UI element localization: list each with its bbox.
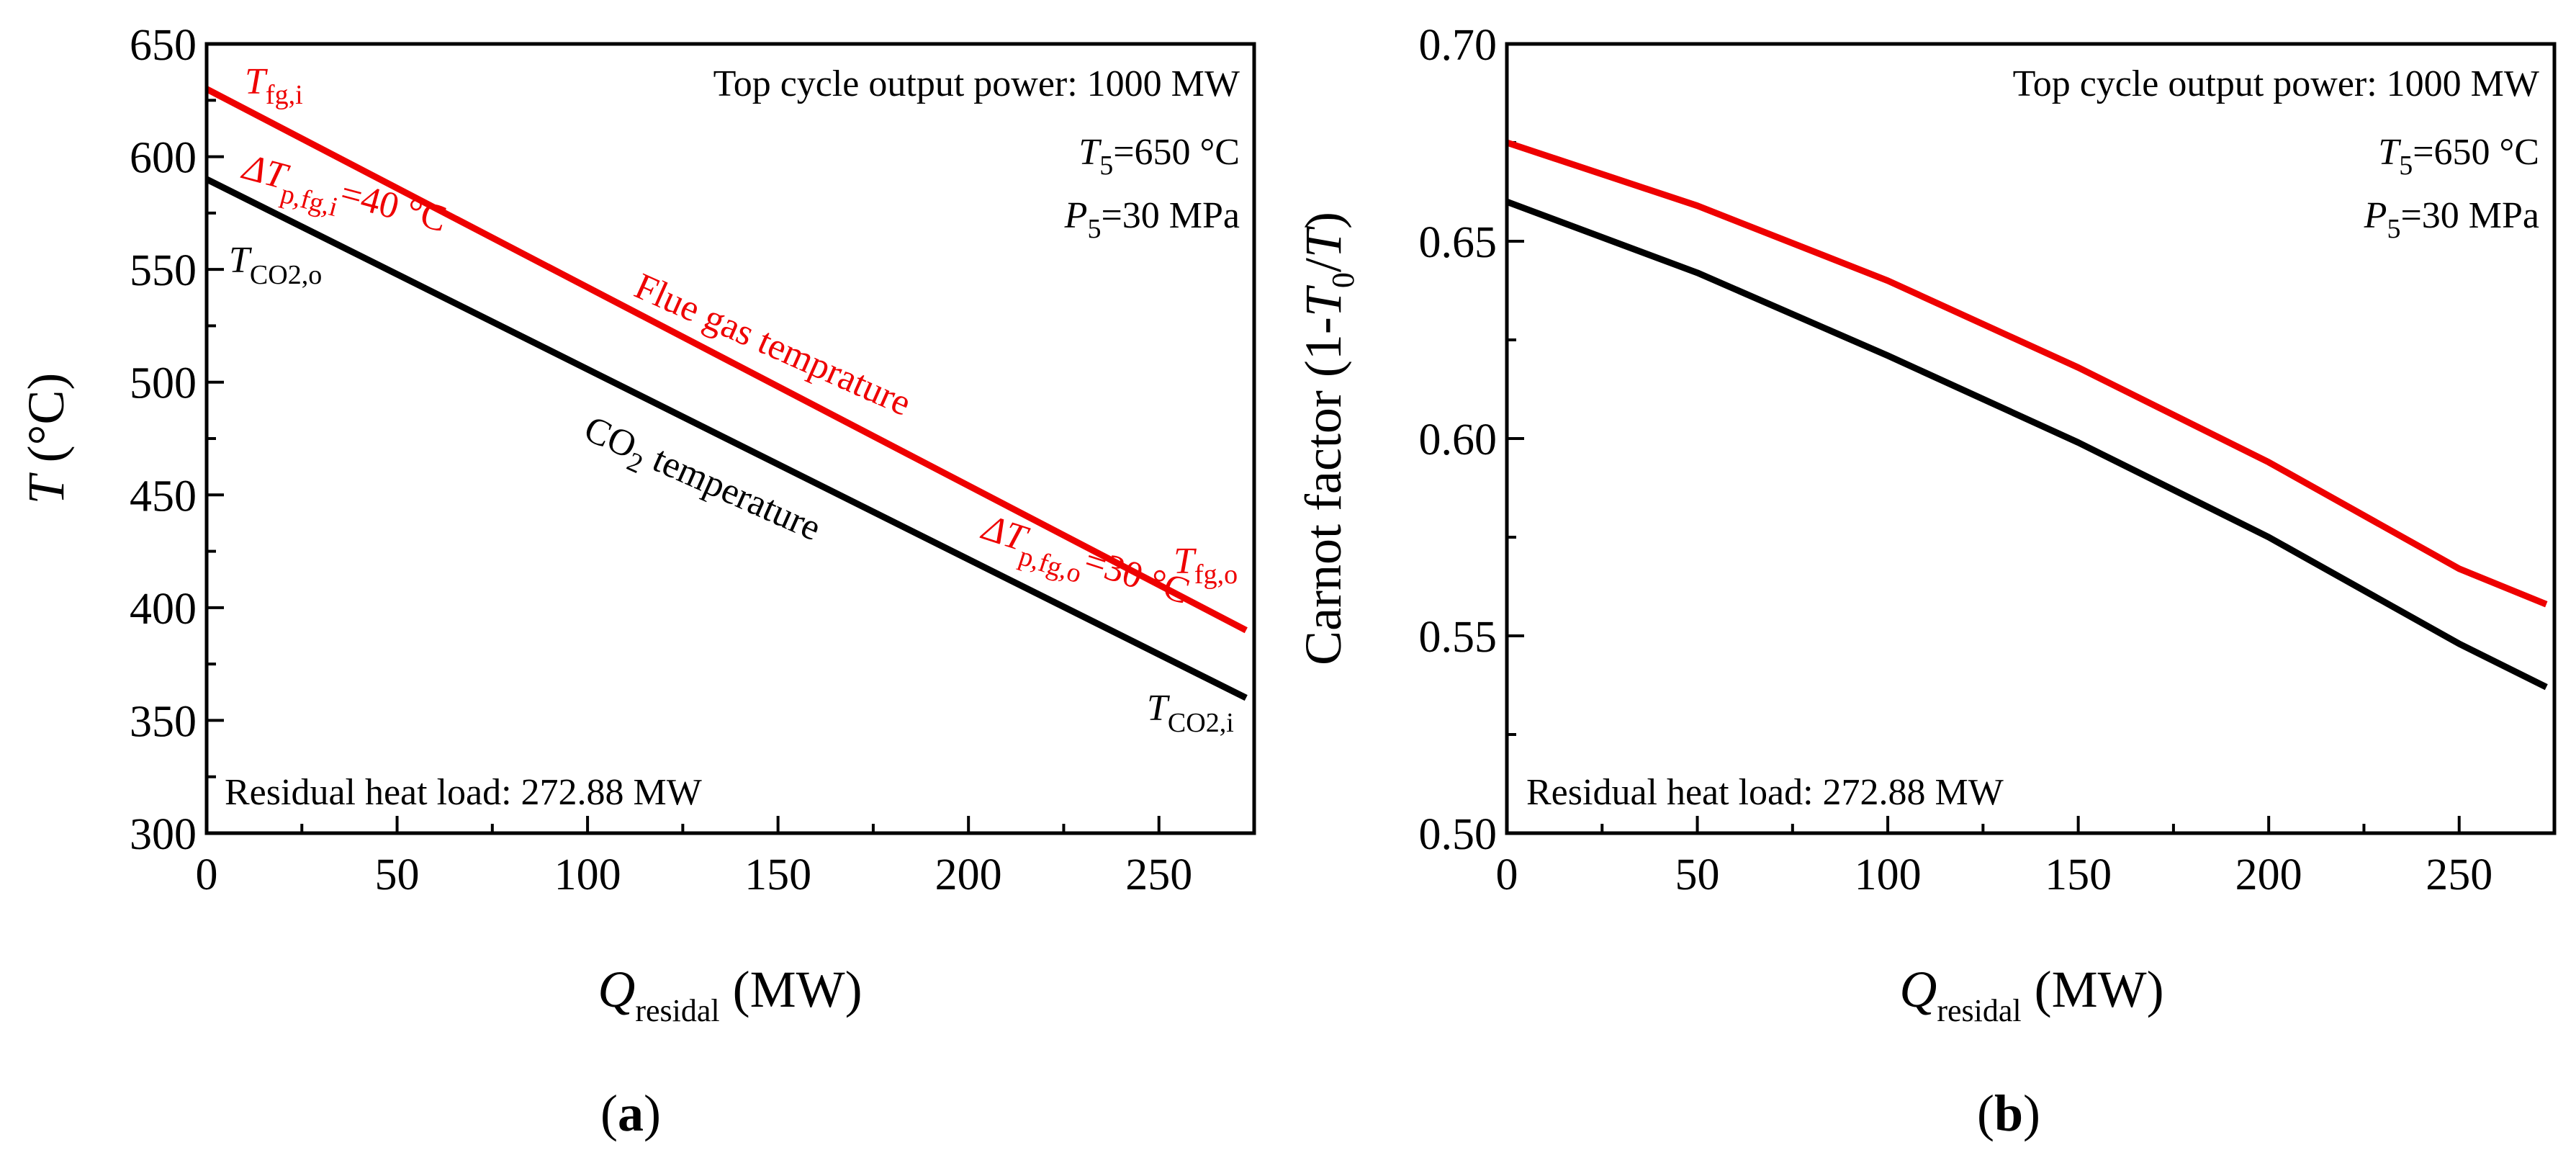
series-line-co2: [1505, 198, 2548, 691]
x-tick-label: 250: [1125, 850, 1192, 899]
panel-a-caption: (a): [600, 1084, 661, 1142]
panel-b-caption: (b): [1977, 1084, 2040, 1142]
x-tick-label: 200: [2235, 850, 2302, 899]
y-tick-label: 400: [130, 585, 197, 634]
series-line-co2-temperature: [204, 176, 1248, 701]
y-tick-label: 500: [130, 359, 197, 408]
panel-b-x-axis-label: Qresidal (MW): [1899, 961, 2163, 1028]
panel-a: 0 50 100 150 200 250300350400450500550600650 …: [17, 21, 1256, 1142]
panel-a-y-axis-label: T (°C): [17, 373, 75, 505]
x-tick-label: 150: [2045, 850, 2112, 899]
panel-a-series: [204, 86, 1248, 701]
series-line-flue-gas-temprature: [204, 86, 1248, 634]
x-tick-label: 0: [1496, 850, 1518, 899]
panel-b-ticks: 0 50 100 150 200 250 0.50 0.55 0.60 0.65 0.70: [1419, 21, 2493, 899]
panel-a-x-axis-label: Qresidal (MW): [598, 961, 862, 1028]
label-t-co2-i: TCO2,i: [1147, 688, 1234, 738]
y-tick-label: 0.65: [1419, 218, 1498, 267]
label-delta-t-outlet: ΔTp,fg,o=30 °C: [973, 507, 1194, 623]
y-tick-label: 300: [130, 810, 197, 859]
panel-b-top-power: Top cycle output power: 1000 MW: [2013, 63, 2539, 104]
x-tick-label: 250: [2426, 850, 2492, 899]
y-tick-label: 450: [130, 472, 197, 521]
label-t-fg-o: Tfg,o: [1174, 541, 1238, 590]
label-t-fg-i: Tfg,i: [245, 61, 303, 110]
panel-a-t5: T5=650 °C: [1078, 132, 1240, 181]
label-co2-temperature: CO2 temperature: [575, 408, 827, 557]
x-tick-label: 100: [1855, 850, 1922, 899]
panel-b-y-axis-label: Carnot factor (1-T0/T): [1294, 212, 1361, 665]
x-tick-label: 50: [375, 850, 420, 899]
panel-a-residual-load: Residual heat load: 272.88 MW: [225, 772, 702, 813]
panel-a-ticks: 0 50 100 150 200 250 300 350 400 450 500 550 600 650: [130, 21, 1192, 899]
x-tick-label: 0: [196, 850, 218, 899]
panel-b-plot-frame: [1505, 42, 2557, 835]
y-tick-label: 350: [130, 697, 197, 746]
panel-b-residual-load: Residual heat load: 272.88 MW: [1526, 772, 2004, 813]
x-tick-label: 150: [744, 850, 811, 899]
x-tick-label: 100: [554, 850, 621, 899]
y-tick-label: 0.60: [1419, 415, 1498, 464]
panel-a-p5: P5=30 MPa: [1064, 195, 1240, 244]
y-tick-label: 600: [130, 134, 197, 183]
x-tick-label: 50: [1675, 850, 1720, 899]
panel-b: 0 50 100 150 200 250 0.50 0.55 0.60 0.65 0.70 Top …: [1294, 21, 2557, 1142]
y-tick-label: 0.50: [1419, 810, 1498, 859]
y-tick-label: 650: [130, 21, 197, 70]
label-t-co2-o: TCO2,o: [229, 240, 322, 290]
panel-b-p5: P5=30 MPa: [2364, 195, 2539, 244]
x-tick-label: 200: [935, 850, 1002, 899]
panel-b-series: [1505, 139, 2548, 691]
y-tick-label: 0.70: [1419, 21, 1498, 70]
panel-b-t5: T5=650 °C: [2378, 132, 2539, 181]
y-tick-label: 550: [130, 246, 197, 295]
label-flue-gas-temperature: Flue gas temprature: [629, 266, 917, 424]
series-line-flue-gas: [1505, 139, 2548, 608]
y-tick-label: 0.55: [1419, 613, 1498, 662]
panel-a-top-power: Top cycle output power: 1000 MW: [713, 63, 1240, 104]
panel-a-plot-frame: [204, 42, 1256, 835]
